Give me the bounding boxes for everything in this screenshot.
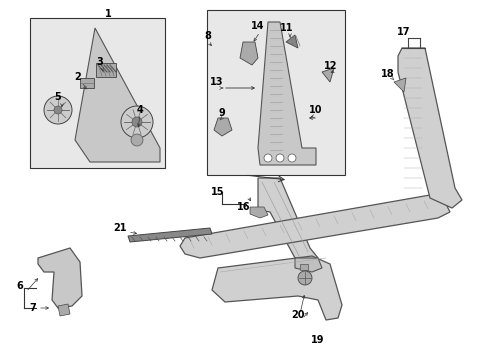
Text: 14: 14 (251, 21, 264, 31)
Text: 7: 7 (30, 303, 36, 313)
Text: 19: 19 (311, 335, 324, 345)
Polygon shape (128, 228, 212, 242)
Text: 5: 5 (55, 92, 61, 102)
Polygon shape (258, 178, 317, 266)
Text: 11: 11 (280, 23, 293, 33)
Circle shape (264, 154, 271, 162)
Polygon shape (212, 256, 341, 320)
Text: 9: 9 (218, 108, 225, 118)
Circle shape (132, 117, 142, 127)
Polygon shape (180, 195, 449, 258)
Circle shape (54, 106, 62, 114)
Text: 10: 10 (308, 105, 322, 115)
Circle shape (275, 154, 284, 162)
Text: 21: 21 (113, 223, 126, 233)
Text: 17: 17 (396, 27, 410, 37)
Circle shape (131, 134, 142, 146)
Text: 16: 16 (237, 202, 250, 212)
Text: 3: 3 (97, 57, 103, 67)
Bar (96, 63, 116, 77)
Polygon shape (58, 304, 70, 316)
Polygon shape (240, 42, 258, 65)
Polygon shape (38, 248, 82, 308)
Bar (30, 18, 164, 168)
Bar (206, 10, 345, 175)
Text: 1: 1 (104, 9, 111, 19)
Polygon shape (321, 68, 333, 82)
Text: 8: 8 (204, 31, 211, 41)
Text: 4: 4 (136, 105, 143, 115)
Polygon shape (75, 28, 160, 162)
Text: 15: 15 (211, 187, 224, 197)
Polygon shape (258, 22, 315, 165)
Polygon shape (214, 118, 231, 136)
Text: 13: 13 (210, 77, 224, 87)
Polygon shape (285, 35, 297, 48)
Circle shape (121, 106, 153, 138)
Text: 2: 2 (75, 72, 81, 82)
Polygon shape (397, 48, 461, 208)
Text: 12: 12 (324, 61, 337, 71)
Circle shape (44, 96, 72, 124)
Circle shape (297, 271, 311, 285)
Circle shape (287, 154, 295, 162)
Bar (80, 78, 94, 88)
Polygon shape (294, 258, 321, 272)
Bar (299, 264, 307, 270)
Text: 20: 20 (291, 310, 304, 320)
Polygon shape (393, 78, 405, 92)
Polygon shape (249, 207, 267, 218)
Text: 18: 18 (381, 69, 394, 79)
Text: 6: 6 (17, 281, 23, 291)
